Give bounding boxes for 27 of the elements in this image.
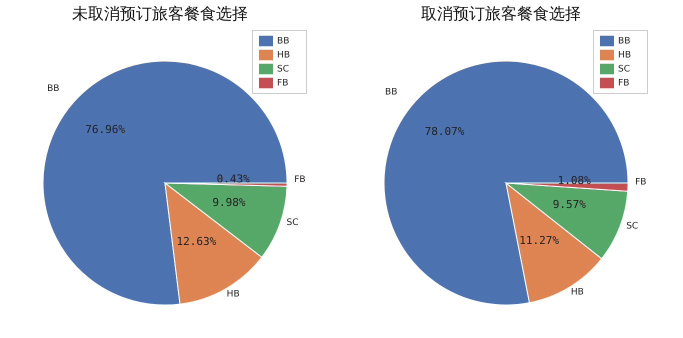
slice-label: HB	[570, 288, 584, 298]
slice-label: HB	[226, 289, 240, 300]
data-label: 9.57%	[552, 198, 586, 211]
legend-label: HB	[618, 50, 631, 60]
data-label: 11.27%	[519, 234, 560, 247]
legend-label: FB	[618, 78, 630, 88]
pie-slice	[384, 60, 628, 306]
slice-label: SC	[626, 221, 638, 232]
data-label: 12.63%	[176, 235, 217, 248]
data-label: 78.07%	[424, 124, 465, 138]
legend-label: FB	[277, 78, 288, 88]
legend-label: SC	[277, 64, 290, 74]
data-label: 0.43%	[216, 172, 250, 186]
slice-label: FB	[635, 178, 646, 188]
slice-label: BB	[47, 84, 60, 94]
pie-slice	[42, 60, 288, 306]
slice-label: BB	[385, 88, 398, 98]
legend-label: BB	[277, 36, 290, 46]
legend-label: BB	[618, 36, 630, 46]
slice-label: FB	[294, 174, 306, 185]
chart-title: 未取消预订旅客餐食选择	[71, 4, 249, 25]
legend-label: HB	[277, 50, 290, 60]
slice-label: SC	[286, 218, 298, 228]
data-label: 9.98%	[212, 196, 246, 209]
data-label: 76.96%	[85, 123, 126, 136]
chart-title: 取消预订旅客餐食选择	[420, 4, 582, 25]
legend-label: SC	[618, 64, 630, 74]
